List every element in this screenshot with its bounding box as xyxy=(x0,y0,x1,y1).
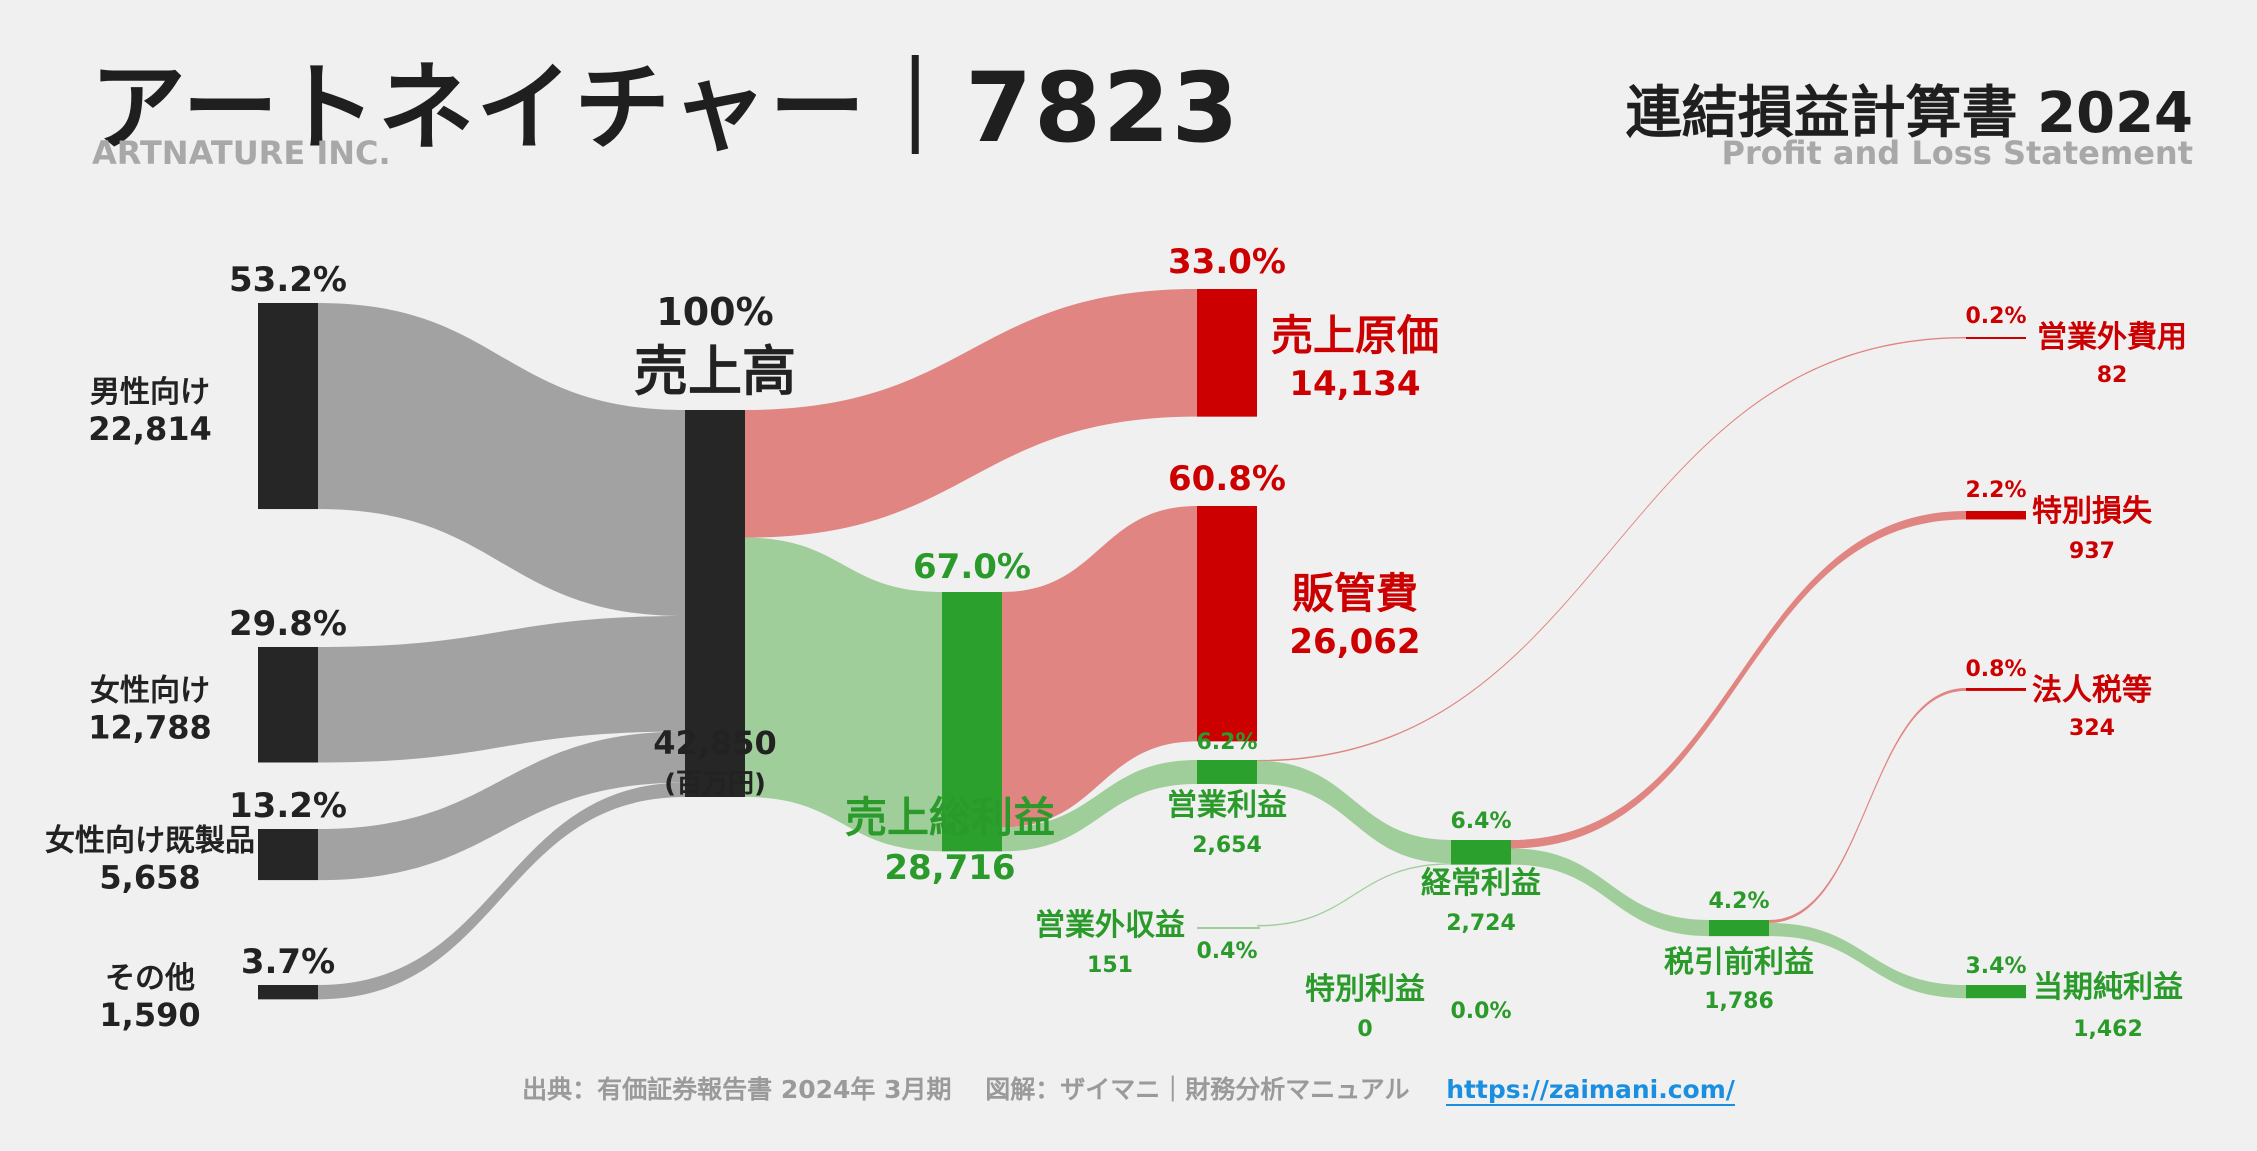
node-bar-nonop_exp xyxy=(1966,337,2026,339)
pct-label-male: 53.2% xyxy=(229,260,347,300)
flow-revenue-to-gross xyxy=(745,537,942,852)
node-bar-pretax xyxy=(1709,920,1769,937)
node-bar-tax xyxy=(1966,688,2026,691)
pct-label-gross: 67.0% xyxy=(913,547,1031,587)
value-label-sga: 26,062 xyxy=(1289,622,1420,662)
node-bar-female xyxy=(258,647,318,763)
name-label-tax: 法人税等 xyxy=(2032,673,2152,708)
value-label-male: 22,814 xyxy=(88,410,211,448)
unit-label: (百万円) xyxy=(664,769,766,799)
value-label-tax: 324 xyxy=(2069,716,2115,741)
company-subtitle: ARTNATURE INC. xyxy=(92,134,391,172)
value-label-female: 12,788 xyxy=(88,709,211,747)
flow-op-to-ordinary xyxy=(1257,760,1451,864)
pct-label-sga: 60.8% xyxy=(1168,459,1286,499)
value-label-op: 2,654 xyxy=(1192,833,1262,858)
value-label-nonop_inc: 151 xyxy=(1087,953,1133,978)
name-label-nonop_exp: 営業外費用 xyxy=(2037,320,2187,355)
pct-label-female_ready: 13.2% xyxy=(229,786,347,826)
name-label-ext_gain: 特別利益 xyxy=(1305,972,1425,1007)
name-label-op: 営業利益 xyxy=(1167,788,1287,823)
value-label-ext_loss: 937 xyxy=(2069,539,2115,564)
footer-source: 出典：有価証券報告書 2024年 3月期 図解：ザイマニ｜財務分析マニュアル xyxy=(522,1075,1410,1104)
pct-label-nonop_inc: 0.4% xyxy=(1196,939,1257,964)
pct-label-nonop_exp: 0.2% xyxy=(1965,304,2026,329)
flow-op-to-nonop_exp xyxy=(1257,337,1966,762)
value-label-ext_gain: 0 xyxy=(1357,1017,1372,1042)
pct-label-revenue: 100% xyxy=(656,290,773,334)
value-label-revenue: 42,850 xyxy=(653,724,776,762)
node-bar-revenue xyxy=(685,410,745,797)
value-label-net: 1,462 xyxy=(2073,1017,2143,1042)
value-label-other: 1,590 xyxy=(99,996,200,1034)
statement-title: 連結損益計算書 2024 xyxy=(1625,81,2193,146)
node-bar-sga xyxy=(1197,506,1257,742)
node-bar-net xyxy=(1966,985,2026,999)
value-label-female_ready: 5,658 xyxy=(99,859,200,897)
statement-subtitle: Profit and Loss Statement xyxy=(1721,134,2193,172)
footer-link[interactable]: https://zaimani.com/ xyxy=(1446,1075,1735,1106)
node-bar-other xyxy=(258,985,318,1000)
flow-ordinary-to-ext_loss xyxy=(1511,511,1966,849)
node-bar-ext_loss xyxy=(1966,511,2026,520)
flow-male-to-revenue xyxy=(318,303,685,617)
node-bar-gross xyxy=(942,592,1002,852)
node-bar-ordinary xyxy=(1451,840,1511,865)
flow-pretax-to-tax xyxy=(1769,688,1966,923)
flow-pretax-to-net xyxy=(1769,922,1966,999)
node-bar-op xyxy=(1197,760,1257,784)
name-label-cogs: 売上原価 xyxy=(1271,311,1439,360)
name-label-nonop_inc: 営業外収益 xyxy=(1035,908,1185,943)
name-label-net: 当期純利益 xyxy=(2033,970,2183,1005)
flow-nonop_inc-to-ordinary xyxy=(1257,863,1451,927)
pct-label-pretax: 4.2% xyxy=(1708,889,1769,914)
pct-label-net: 3.4% xyxy=(1965,954,2026,979)
flow-revenue-to-cogs xyxy=(745,289,1197,538)
flow-gross-to-op xyxy=(1002,760,1197,852)
name-label-male: 男性向け xyxy=(90,375,210,410)
node-bar-male xyxy=(258,303,318,510)
name-label-other: その他 xyxy=(105,961,195,996)
pct-label-female: 29.8% xyxy=(229,604,347,644)
pct-label-tax: 0.8% xyxy=(1965,657,2026,682)
flow-ordinary-to-pretax xyxy=(1511,848,1709,937)
pct-label-op: 6.2% xyxy=(1196,730,1257,755)
flow-female_ready-to-revenue xyxy=(318,731,685,881)
company-title: アートネイチャー｜7823 xyxy=(90,52,1241,164)
value-label-pretax: 1,786 xyxy=(1704,989,1774,1014)
pct-label-ordinary: 6.4% xyxy=(1450,809,1511,834)
value-label-gross: 28,716 xyxy=(884,848,1015,888)
flow-female-to-revenue xyxy=(318,616,685,763)
pct-label-cogs: 33.0% xyxy=(1168,242,1286,282)
name-label-gross: 売上総利益 xyxy=(845,793,1055,842)
name-label-revenue: 売上高 xyxy=(634,340,796,403)
name-label-pretax: 税引前利益 xyxy=(1664,945,1814,980)
name-label-female: 女性向け xyxy=(90,674,210,709)
name-label-sga: 販管費 xyxy=(1292,569,1418,618)
value-label-cogs: 14,134 xyxy=(1289,364,1420,404)
node-bar-female_ready xyxy=(258,829,318,881)
footer: 出典：有価証券報告書 2024年 3月期 図解：ザイマニ｜財務分析マニュアル h… xyxy=(0,1070,2257,1106)
flow-other-to-revenue xyxy=(318,782,685,1000)
value-label-ordinary: 2,724 xyxy=(1446,911,1516,936)
flow-gross-to-sga xyxy=(1002,506,1197,828)
name-label-ext_loss: 特別損失 xyxy=(2032,494,2153,529)
name-label-ordinary: 経常利益 xyxy=(1421,866,1541,901)
node-bar-cogs xyxy=(1197,289,1257,417)
pct-label-ext_loss: 2.2% xyxy=(1965,478,2026,503)
pct-label-ext_gain: 0.0% xyxy=(1450,999,1511,1024)
pct-label-other: 3.7% xyxy=(241,942,335,982)
name-label-female_ready: 女性向け既製品 xyxy=(45,824,255,859)
value-label-nonop_exp: 82 xyxy=(2097,363,2128,388)
